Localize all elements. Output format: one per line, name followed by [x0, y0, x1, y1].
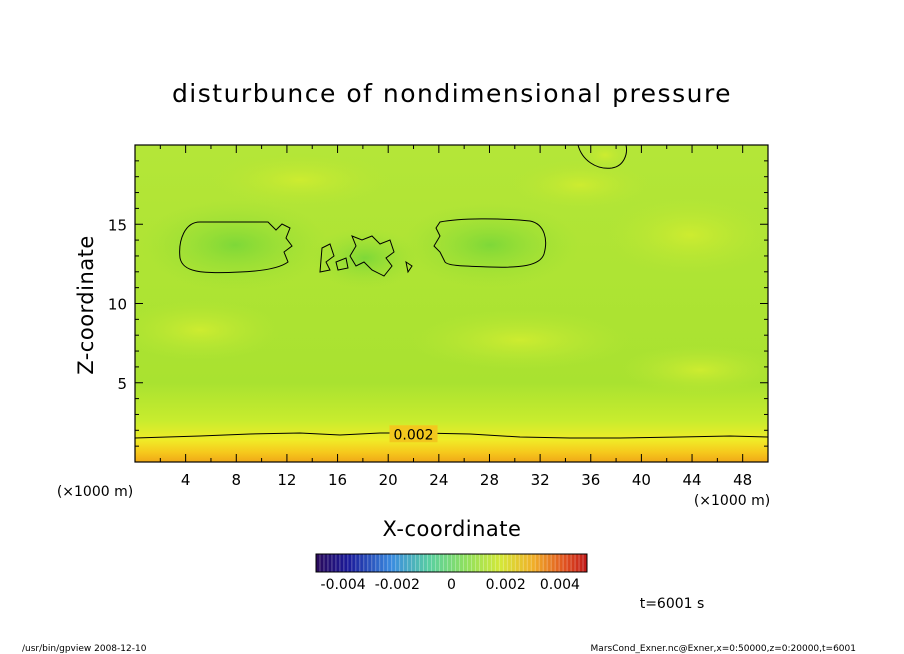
field-blob [135, 300, 280, 360]
field-blob [400, 203, 580, 287]
field-blob [210, 152, 390, 208]
x-tick-label: 16 [328, 471, 347, 489]
field-blob [620, 345, 768, 395]
field-blob [140, 200, 330, 290]
contour-line [577, 145, 627, 169]
field-blob [510, 160, 650, 210]
x-tick-label: 20 [379, 471, 398, 489]
x-tick-label: 28 [480, 471, 499, 489]
y-unit-label: (×1000 m) [57, 484, 133, 500]
y-tick-label: 15 [108, 216, 127, 234]
colorbar-tick-label: 0 [447, 577, 456, 593]
x-axis-label: X-coordinate [383, 517, 522, 541]
colorbar-fill [316, 554, 587, 572]
contour-line [433, 218, 547, 268]
colorbar-tick-label: 0.004 [540, 577, 580, 593]
y-axis: 5 10 15 [108, 160, 768, 447]
contour-label: 0.002 [393, 427, 433, 443]
contour-line [349, 235, 395, 277]
x-tick-label: 48 [733, 471, 752, 489]
plot-area [135, 145, 768, 462]
x-tick-label: 44 [682, 471, 701, 489]
colorbar-frame [315, 553, 588, 573]
colorbar-tick-label: 0.002 [486, 577, 526, 593]
time-label: t=6001 s [640, 596, 705, 612]
colorbar-tick-label: -0.004 [321, 577, 366, 593]
footer-right: MarsCond_Exner.nc@Exner,x=0:50000,z=0:20… [591, 644, 856, 654]
y-tick-label: 10 [108, 296, 127, 314]
chart-title: disturbunce of nondimensional pressure [172, 79, 732, 108]
x-tick-label: 32 [531, 471, 550, 489]
field-blob [605, 195, 768, 275]
colorbar: -0.004 -0.002 0 0.002 0.004 [315, 553, 588, 593]
field-blob [310, 228, 420, 288]
x-tick-label: 4 [181, 471, 191, 489]
x-tick-label: 40 [632, 471, 651, 489]
footer-left: /usr/bin/gpview 2008-12-10 [22, 644, 147, 654]
y-axis-label: Z-coordinate [74, 235, 98, 375]
contour-line [335, 257, 349, 271]
colorbar-tick-label: -0.002 [375, 577, 420, 593]
x-tick-label: 24 [429, 471, 448, 489]
y-tick-label: 5 [117, 375, 127, 393]
contour-line [179, 221, 293, 274]
contour-line [319, 243, 335, 273]
x-unit-label: (×1000 m) [694, 493, 770, 509]
x-axis: 4 8 12 16 20 24 28 32 36 40 44 48 [159, 145, 752, 489]
x-tick-label: 12 [277, 471, 296, 489]
x-tick-label: 8 [232, 471, 242, 489]
field-blob [410, 310, 630, 370]
x-tick-label: 36 [581, 471, 600, 489]
contour-line [405, 260, 413, 274]
contour-line [135, 432, 768, 439]
contour-label-background [389, 425, 438, 443]
